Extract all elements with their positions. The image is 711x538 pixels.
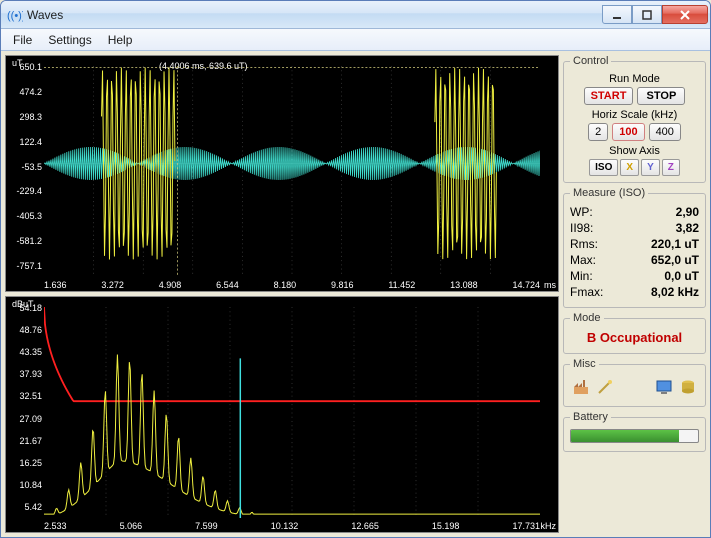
spectrum-chart[interactable]: dBuT kHz 54.1848.7643.3537.9332.5127.092… xyxy=(5,296,559,533)
minimize-button[interactable] xyxy=(602,5,632,24)
time-waveform-chart[interactable]: uT ms 650.1474.2298.3122.4-53.5-229.4-40… xyxy=(5,55,559,292)
measure-label: Rms: xyxy=(570,237,598,251)
scale-400-button[interactable]: 400 xyxy=(649,123,681,141)
window-title: Waves xyxy=(27,8,63,22)
chart2-x-ticks: 2.5335.0667.59910.13212.66515.19817.731 xyxy=(44,521,540,531)
battery-legend: Battery xyxy=(570,411,611,423)
menu-help[interactable]: Help xyxy=(100,31,141,49)
mode-panel: Mode B Occupational xyxy=(563,312,706,354)
horiz-scale-label: Horiz Scale (kHz) xyxy=(570,109,699,121)
show-axis-label: Show Axis xyxy=(570,145,699,157)
battery-fill xyxy=(571,430,679,442)
chart2-plot xyxy=(44,307,540,518)
measure-row: II98: 3,82 xyxy=(570,221,699,235)
axis-iso-button[interactable]: ISO xyxy=(589,159,618,176)
measure-value: 3,82 xyxy=(676,221,699,235)
monitor-icon[interactable] xyxy=(655,378,673,396)
axis-z-button[interactable]: Z xyxy=(662,159,680,176)
chart2-y-ticks: 54.1848.7643.3537.9332.5127.0921.6716.25… xyxy=(8,297,42,518)
scale-100-button[interactable]: 100 xyxy=(612,123,644,141)
chart2-x-unit: kHz xyxy=(541,521,557,531)
measure-row: Rms: 220,1 uT xyxy=(570,237,699,251)
measure-value: 8,02 kHz xyxy=(651,285,699,299)
wand-icon[interactable] xyxy=(596,378,614,396)
measure-label: WP: xyxy=(570,205,593,219)
axis-y-button[interactable]: Y xyxy=(641,159,660,176)
titlebar[interactable]: ((•)) Waves xyxy=(1,1,710,29)
measure-value: 0,0 uT xyxy=(664,269,699,283)
chart1-plot xyxy=(44,66,540,277)
svg-text:((•)): ((•)) xyxy=(7,10,23,22)
maximize-button[interactable] xyxy=(632,5,662,24)
battery-bar xyxy=(570,429,699,443)
menu-file[interactable]: File xyxy=(5,31,40,49)
menu-settings[interactable]: Settings xyxy=(40,31,99,49)
measure-row: Fmax: 8,02 kHz xyxy=(570,285,699,299)
start-button[interactable]: START xyxy=(584,87,634,105)
measure-panel: Measure (ISO) WP: 2,90 II98: 3,82 Rms: 220,1 … xyxy=(563,187,706,308)
database-icon[interactable] xyxy=(679,378,697,396)
chart1-x-unit: ms xyxy=(544,280,556,290)
measure-row: Min: 0,0 uT xyxy=(570,269,699,283)
measure-value: 220,1 uT xyxy=(651,237,699,251)
misc-legend: Misc xyxy=(570,358,599,370)
measure-label: Fmax: xyxy=(570,285,603,299)
measure-value: 652,0 uT xyxy=(651,253,699,267)
measure-label: Min: xyxy=(570,269,593,283)
scale-2-button[interactable]: 2 xyxy=(588,123,608,141)
chart1-x-ticks: 1.6363.2724.9086.5448.1809.81611.45213.0… xyxy=(44,280,540,290)
measure-legend: Measure (ISO) xyxy=(570,187,648,199)
measure-label: II98: xyxy=(570,221,593,235)
control-legend: Control xyxy=(570,55,611,67)
measure-label: Max: xyxy=(570,253,596,267)
run-mode-label: Run Mode xyxy=(570,73,699,85)
misc-panel: Misc xyxy=(563,358,706,407)
mode-value: B Occupational xyxy=(570,328,699,347)
menubar: File Settings Help xyxy=(1,29,710,51)
measure-row: WP: 2,90 xyxy=(570,205,699,219)
app-icon: ((•)) xyxy=(7,7,23,23)
close-button[interactable] xyxy=(662,5,708,24)
mode-legend: Mode xyxy=(570,312,604,324)
app-window: ((•)) Waves File Settings Help uT ms 650… xyxy=(0,0,711,538)
chart1-y-ticks: 650.1474.2298.3122.4-53.5-229.4-405.3-58… xyxy=(8,56,42,277)
stop-button[interactable]: STOP xyxy=(637,87,685,105)
measure-row: Max: 652,0 uT xyxy=(570,253,699,267)
battery-panel: Battery xyxy=(563,411,706,452)
factory-icon[interactable] xyxy=(572,378,590,396)
measure-value: 2,90 xyxy=(676,205,699,219)
control-panel: Control Run Mode START STOP Horiz Scale … xyxy=(563,55,706,183)
axis-x-button[interactable]: X xyxy=(620,159,639,176)
